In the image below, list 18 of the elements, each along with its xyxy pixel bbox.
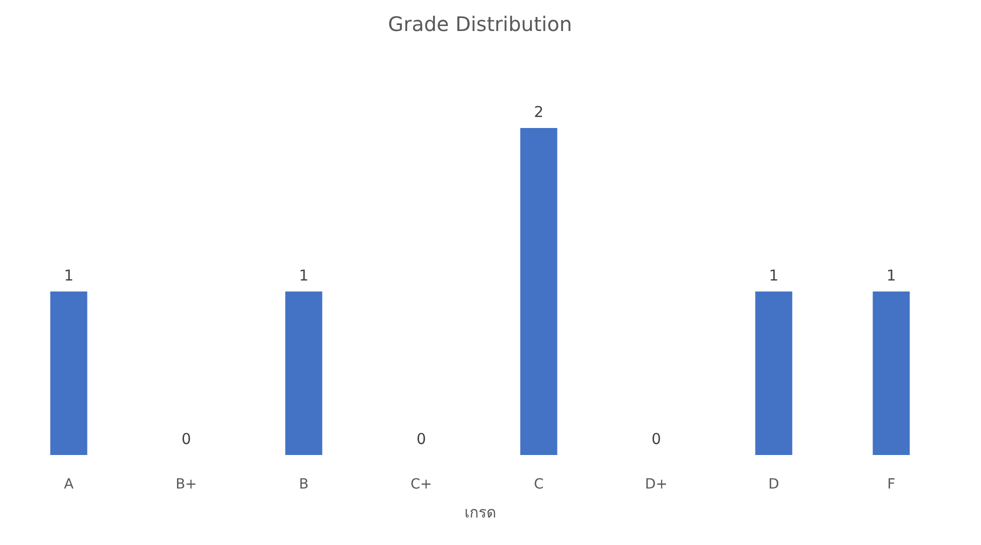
x-tick-label: D (768, 476, 780, 492)
x-tick-label: B (298, 476, 309, 492)
data-label: 1 (886, 266, 896, 284)
x-tick-label: F (887, 476, 896, 492)
data-label: 0 (416, 430, 426, 448)
x-tick-label: C+ (410, 476, 432, 492)
data-label: 1 (64, 266, 74, 284)
data-label: 0 (651, 430, 662, 448)
x-axis-title: เกรด (464, 504, 496, 522)
data-label: 1 (768, 266, 779, 284)
x-tick-label: B+ (176, 476, 197, 492)
chart-title: Grade Distribution (388, 12, 572, 36)
x-tick-label: C (534, 476, 544, 492)
data-label: 2 (534, 103, 544, 121)
x-tick-label: A (64, 476, 74, 492)
x-tick-label: D+ (644, 476, 668, 492)
data-label: 0 (181, 430, 192, 448)
data-label: 1 (298, 266, 309, 284)
